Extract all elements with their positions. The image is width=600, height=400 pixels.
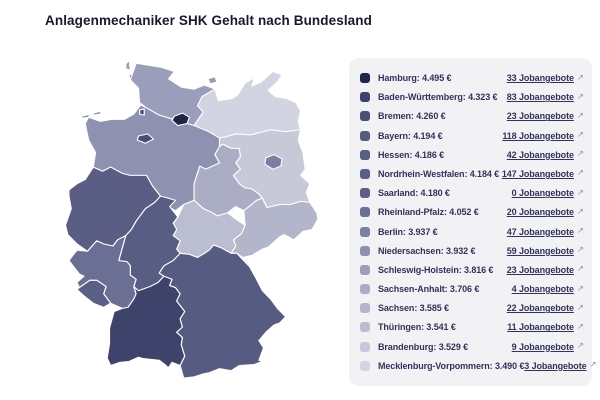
jobangebote-link[interactable]: 20 Jobangebote: [506, 207, 574, 218]
jobangebote-link[interactable]: 59 Jobangebote: [506, 245, 574, 256]
external-link-icon: ↗: [576, 90, 584, 101]
state-salary-label: Mecklenburg-Vorpommern: 3.490 €: [378, 360, 525, 371]
state-salary-label: Rheinland-Pfalz: 4.052 €: [378, 207, 479, 218]
legend-row: Sachsen: 3.585 € 22 Jobangebote ↗: [360, 299, 584, 317]
map-state-berlin[interactable]: [264, 154, 283, 170]
jobangebote-link[interactable]: 22 Jobangebote: [506, 303, 574, 314]
legend-row: Berlin: 3.937 € 47 Jobangebote ↗: [360, 223, 584, 241]
jobangebote-link[interactable]: 33 Jobangebote: [506, 73, 574, 83]
germany-choropleth-map: [62, 57, 340, 379]
external-link-icon: ↗: [576, 225, 584, 235]
state-color-swatch: [360, 303, 370, 314]
state-salary-label: Baden-Württemberg: 4.323 €: [378, 92, 498, 103]
jobangebote-link[interactable]: 23 Jobangebote: [506, 264, 574, 275]
state-color-swatch: [360, 92, 370, 103]
legend-rows: Hamburg: 4.495 € 33 Jobangebote ↗ Baden-…: [360, 69, 597, 375]
external-link-icon: ↗: [576, 320, 584, 331]
state-salary-label: Niedersachsen: 3.932 €: [378, 245, 476, 256]
state-color-swatch: [360, 207, 370, 218]
state-salary-label: Hessen: 4.186 €: [378, 149, 445, 160]
legend-row: Baden-Württemberg: 4.323 € 83 Jobangebot…: [360, 88, 584, 106]
legend-row: Bayern: 4.194 € 118 Jobangebote ↗: [360, 127, 584, 145]
state-color-swatch: [360, 149, 370, 160]
jobangebote-link[interactable]: 42 Jobangebote: [506, 149, 574, 160]
state-color-swatch: [360, 111, 370, 122]
state-color-swatch: [360, 226, 370, 237]
state-color-swatch: [360, 341, 370, 352]
legend-row: Niedersachsen: 3.932 € 59 Jobangebote ↗: [360, 242, 584, 260]
state-color-swatch: [360, 322, 370, 333]
legend-row: Nordrhein-Westfalen: 4.184 € 147 Jobange…: [360, 165, 584, 183]
external-link-icon: ↗: [576, 263, 584, 274]
external-link-icon: ↗: [576, 71, 584, 82]
external-link-icon: ↗: [576, 205, 584, 216]
external-link-icon: ↗: [576, 244, 584, 255]
legend-row: Sachsen-Anhalt: 3.706 € 4 Jobangebote ↗: [360, 280, 584, 298]
map-state-bremen[interactable]: [136, 133, 155, 144]
state-color-swatch: [360, 284, 370, 295]
page-title: Anlagenmechaniker SHK Gehalt nach Bundes…: [45, 13, 372, 28]
jobangebote-link[interactable]: 83 Jobangebote: [506, 92, 574, 103]
state-color-swatch: [360, 264, 370, 275]
legend-row: Schleswig-Holstein: 3.816 € 23 Jobangebo…: [360, 261, 584, 279]
legend-row: Thüringen: 3.541 € 11 Jobangebote ↗: [360, 318, 584, 336]
state-salary-label: Bremen: 4.260 €: [378, 111, 446, 122]
island-frisian-east-icon: [92, 110, 102, 116]
salary-legend-panel: Hamburg: 4.495 € 33 Jobangebote ↗ Baden-…: [349, 58, 597, 386]
legend-row: Hessen: 4.186 € 42 Jobangebote ↗: [360, 146, 584, 164]
jobangebote-link[interactable]: 47 Jobangebote: [506, 226, 574, 237]
external-link-icon: ↗: [576, 282, 584, 293]
state-color-swatch: [360, 130, 370, 141]
state-salary-label: Bayern: 4.194 €: [378, 130, 443, 141]
external-link-icon: ↗: [576, 340, 584, 351]
external-link-icon: ↗: [576, 148, 584, 159]
external-link-icon: ↗: [576, 301, 584, 312]
map-svg: [64, 59, 319, 379]
state-salary-label: Sachsen-Anhalt: 3.706 €: [378, 284, 480, 295]
state-salary-label: Nordrhein-Westfalen: 4.184 €: [378, 168, 500, 179]
lake-constance: [140, 357, 167, 367]
external-link-icon: ↗: [589, 359, 597, 370]
jobangebote-link[interactable]: 4 Jobangebote: [511, 284, 574, 295]
legend-row: Mecklenburg-Vorpommern: 3.490 € 3 Jobang…: [360, 357, 597, 375]
external-link-icon: ↗: [576, 167, 584, 178]
map-state-saarland[interactable]: [76, 279, 112, 308]
island-sylt-icon: [125, 59, 131, 72]
jobangebote-link[interactable]: 23 Jobangebote: [506, 111, 574, 122]
map-state-sachsen-anhalt[interactable]: [193, 143, 263, 217]
legend-row: Brandenburg: 3.529 € 9 Jobangebote ↗: [360, 338, 584, 356]
state-color-swatch: [360, 73, 370, 83]
jobangebote-link[interactable]: 147 Jobangebote: [501, 168, 574, 179]
state-color-swatch: [360, 360, 370, 371]
state-color-swatch: [360, 245, 370, 256]
state-salary-label: Saarland: 4.180 €: [378, 188, 450, 199]
jobangebote-link[interactable]: 0 Jobangebote: [511, 188, 574, 199]
state-salary-label: Berlin: 3.937 €: [378, 226, 438, 237]
external-link-icon: ↗: [576, 186, 584, 197]
state-salary-label: Sachsen: 3.585 €: [378, 303, 449, 314]
jobangebote-link[interactable]: 11 Jobangebote: [507, 322, 574, 333]
state-color-swatch: [360, 168, 370, 179]
jobangebote-link[interactable]: 118 Jobangebote: [502, 130, 574, 141]
legend-row: Rheinland-Pfalz: 4.052 € 20 Jobangebote …: [360, 203, 584, 221]
external-link-icon: ↗: [576, 129, 584, 140]
jobangebote-link[interactable]: 3 Jobangebote: [524, 360, 587, 371]
external-link-icon: ↗: [576, 109, 584, 120]
map-state-hamburg[interactable]: [171, 112, 190, 127]
legend-row: Bremen: 4.260 € 23 Jobangebote ↗: [360, 107, 584, 125]
legend-row: Hamburg: 4.495 € 33 Jobangebote ↗: [360, 69, 584, 87]
state-salary-label: Thüringen: 3.541 €: [378, 322, 456, 333]
jobangebote-link[interactable]: 9 Jobangebote: [511, 341, 574, 352]
legend-row: Saarland: 4.180 € 0 Jobangebote ↗: [360, 184, 584, 202]
map-state-bayern[interactable]: [158, 244, 287, 379]
island-fehmarn-icon: [207, 76, 218, 85]
state-salary-label: Hamburg: 4.495 €: [378, 73, 452, 83]
state-color-swatch: [360, 188, 370, 199]
map-state-bremerhaven: [139, 108, 145, 116]
state-salary-label: Schleswig-Holstein: 3.816 €: [378, 264, 494, 275]
state-salary-label: Brandenburg: 3.529 €: [378, 341, 469, 352]
